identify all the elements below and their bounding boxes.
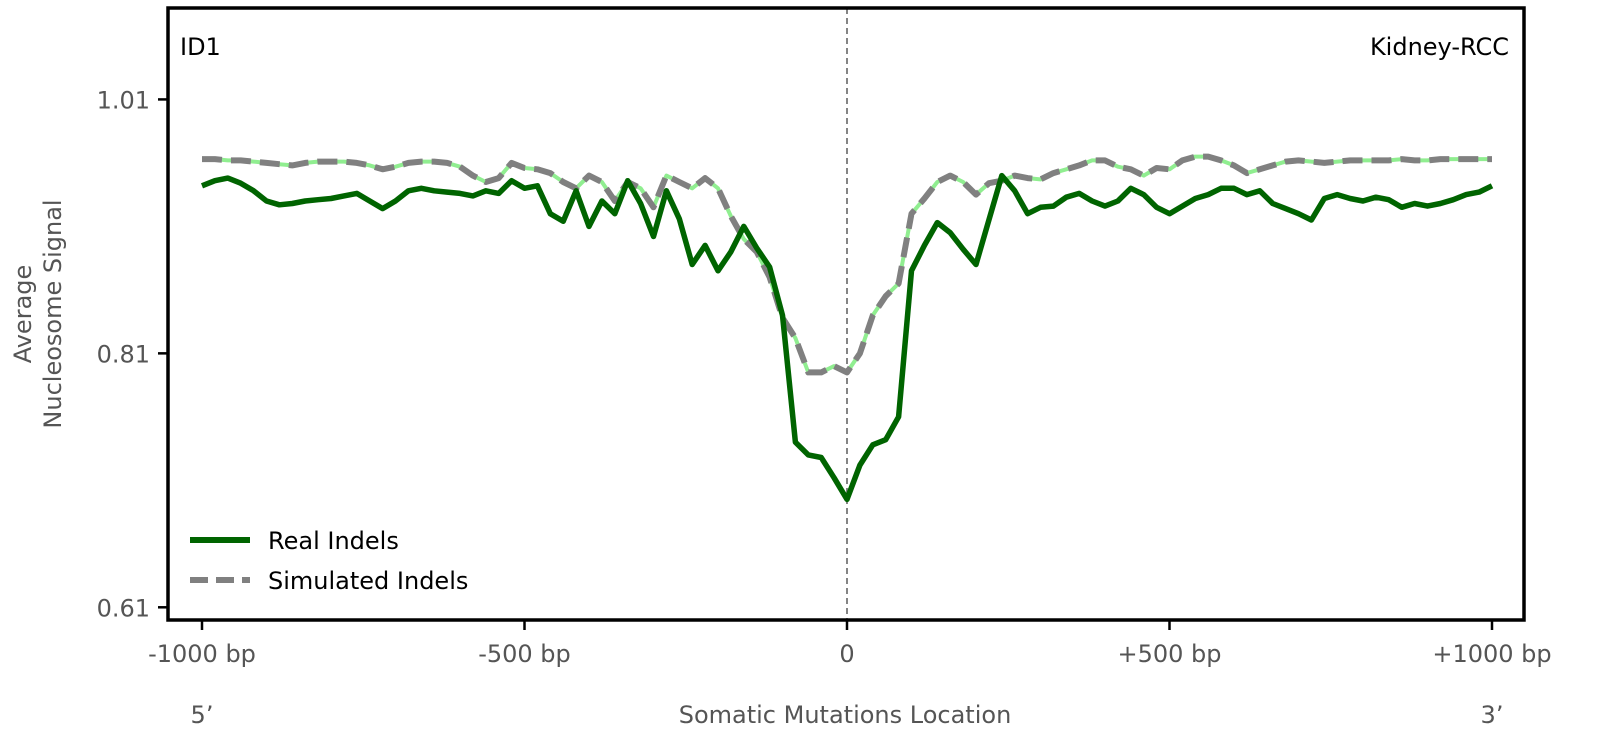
x-axis-title: Somatic Mutations Location	[679, 701, 1012, 729]
end-label-5prime: 5’	[191, 701, 214, 729]
x-tick-label: -500 bp	[478, 640, 571, 668]
end-label-3prime: 3’	[1481, 701, 1504, 729]
legend: Real Indels Simulated Indels	[190, 527, 468, 595]
legend-label-simulated: Simulated Indels	[268, 567, 468, 595]
x-tick-layer: -1000 bp -500 bp 0 +500 bp +1000 bp	[148, 620, 1552, 668]
corner-label-right: Kidney-RCC	[1370, 33, 1509, 61]
series-line-simulated-indels	[202, 153, 1492, 376]
y-tick-label: 0.81	[97, 340, 150, 368]
series-layer	[200, 153, 1494, 503]
y-axis-title-line2: Nucleosome Signal	[39, 199, 67, 428]
y-tick-label: 0.61	[97, 594, 150, 622]
series-line-real-indels	[200, 172, 1494, 503]
x-tick-label: +500 bp	[1117, 640, 1221, 668]
x-tick-label: -1000 bp	[148, 640, 256, 668]
x-tick-label: 0	[839, 640, 854, 668]
y-axis-title-line1: Average	[9, 265, 37, 364]
y-tick-layer: 0.61 0.81 1.01	[97, 86, 168, 622]
x-tick-label: +1000 bp	[1432, 640, 1551, 668]
legend-label-real: Real Indels	[268, 527, 399, 555]
corner-label-left: ID1	[180, 33, 221, 61]
y-tick-label: 1.01	[97, 86, 150, 114]
